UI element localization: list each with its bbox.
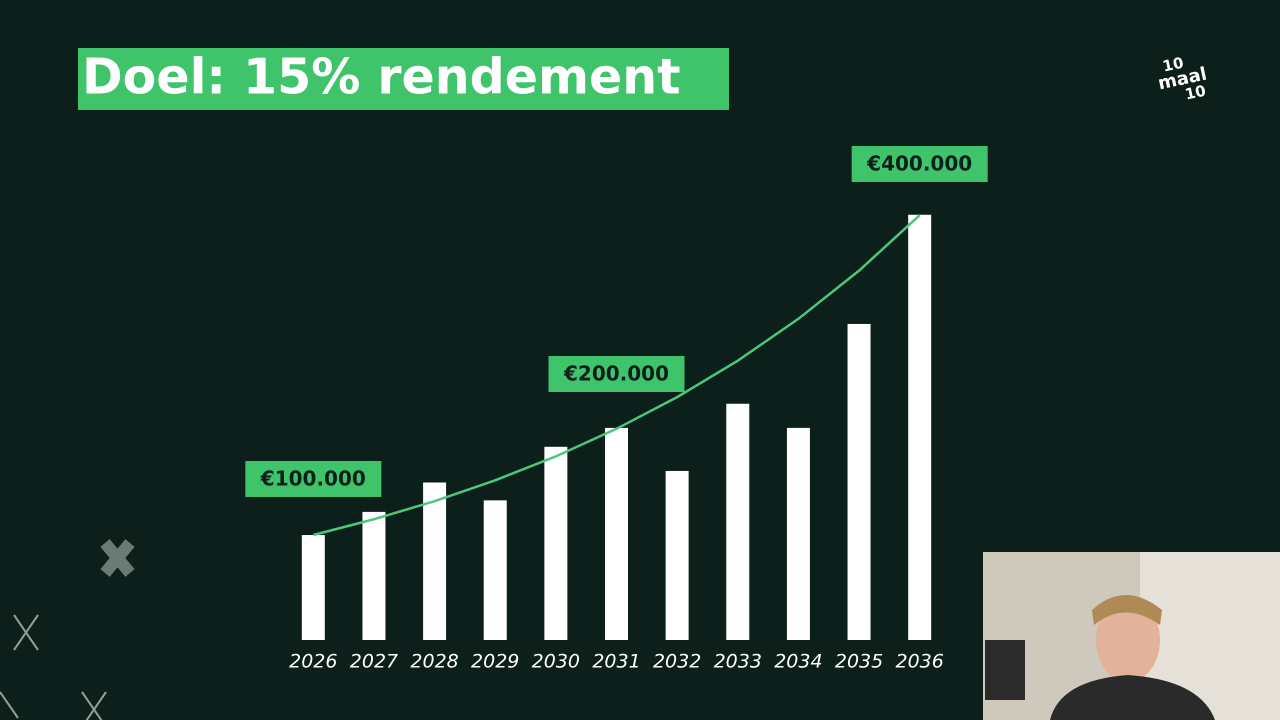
annotation-label: €200.000	[563, 362, 669, 386]
webcam-shirt	[1050, 675, 1215, 720]
webcam-hair	[1092, 595, 1162, 625]
x-tick-label: 2030	[532, 651, 580, 673]
bar	[847, 323, 871, 640]
logo-bottom: 10	[1183, 82, 1207, 104]
decor-x-small	[0, 614, 107, 720]
annotation-label: €100.000	[260, 467, 366, 491]
annotation-label: €400.000	[866, 152, 972, 176]
logo: 10 maal 10	[1156, 54, 1209, 104]
x-tick-label: 2026	[289, 651, 337, 673]
x-tick-label: 2036	[896, 651, 944, 673]
logo-top: 10	[1161, 54, 1185, 76]
annotation-box	[245, 461, 382, 497]
bar	[726, 403, 750, 640]
x-tick-label: 2035	[835, 651, 883, 673]
x-tick-label: 2029	[471, 651, 519, 673]
bar	[665, 470, 689, 640]
annotation-box	[548, 356, 685, 392]
x-tick-label: 2034	[774, 651, 822, 673]
annotation-box	[851, 146, 988, 182]
bar	[605, 427, 628, 640]
x-tick-label: 2031	[592, 651, 640, 673]
x-tick-label: 2032	[653, 651, 701, 673]
bar	[362, 511, 386, 640]
webcam-mic	[985, 640, 1025, 700]
bar	[483, 500, 507, 640]
x-tick-label: 2028	[410, 651, 458, 673]
bar	[301, 535, 325, 640]
x-tick-label: 2033	[714, 651, 762, 673]
decor-x	[100, 539, 135, 577]
webcam-face	[1096, 598, 1160, 682]
webcam	[983, 552, 1280, 720]
x-tick-label: 2027	[350, 651, 398, 673]
bar	[544, 446, 568, 640]
bar	[786, 427, 810, 640]
trend-line	[313, 214, 921, 537]
chart-title: Doel: 15% rendement	[82, 49, 681, 106]
bar	[423, 482, 447, 640]
title-highlight	[78, 48, 729, 110]
bar	[908, 214, 932, 640]
